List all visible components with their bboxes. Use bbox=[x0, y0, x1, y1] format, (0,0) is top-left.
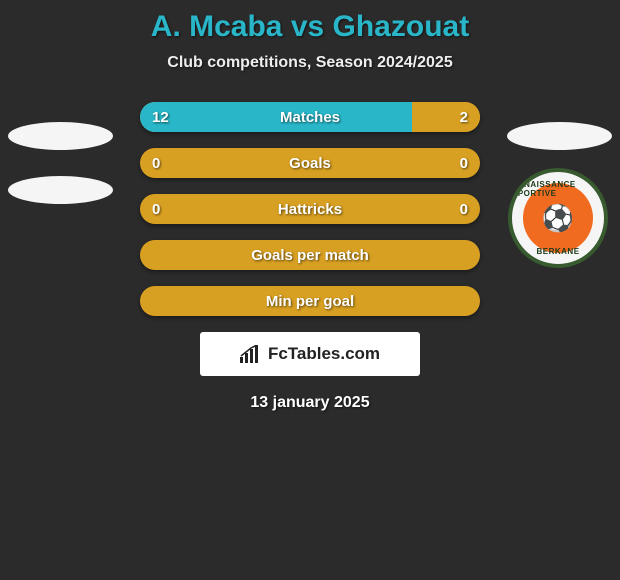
badge-text-top: RENAISSANCE SPORTIVE bbox=[512, 180, 604, 198]
date-text: 13 january 2025 bbox=[0, 394, 620, 412]
bar-row: 122Matches bbox=[140, 102, 480, 132]
bar-label: Goals bbox=[140, 148, 480, 178]
bar-row: 00Hattricks bbox=[140, 194, 480, 224]
bar-row: Goals per match bbox=[140, 240, 480, 270]
bar-label: Hattricks bbox=[140, 194, 480, 224]
player-placeholder-left bbox=[8, 122, 113, 150]
bar-label: Min per goal bbox=[140, 286, 480, 316]
page-title: A. Mcaba vs Ghazouat bbox=[0, 0, 620, 44]
bar-label: Matches bbox=[140, 102, 480, 132]
brand-text: FcTables.com bbox=[268, 344, 380, 364]
brand-box: FcTables.com bbox=[200, 332, 420, 376]
badge-text-bottom: BERKANE bbox=[536, 247, 579, 256]
player-placeholder-left bbox=[8, 176, 113, 204]
club-badge: RENAISSANCE SPORTIVE⚽BERKANE bbox=[508, 168, 608, 268]
bar-row: Min per goal bbox=[140, 286, 480, 316]
player-placeholder-right bbox=[507, 122, 612, 150]
bar-label: Goals per match bbox=[140, 240, 480, 270]
chart-icon bbox=[240, 345, 262, 363]
bar-row: 00Goals bbox=[140, 148, 480, 178]
page-subtitle: Club competitions, Season 2024/2025 bbox=[0, 54, 620, 72]
